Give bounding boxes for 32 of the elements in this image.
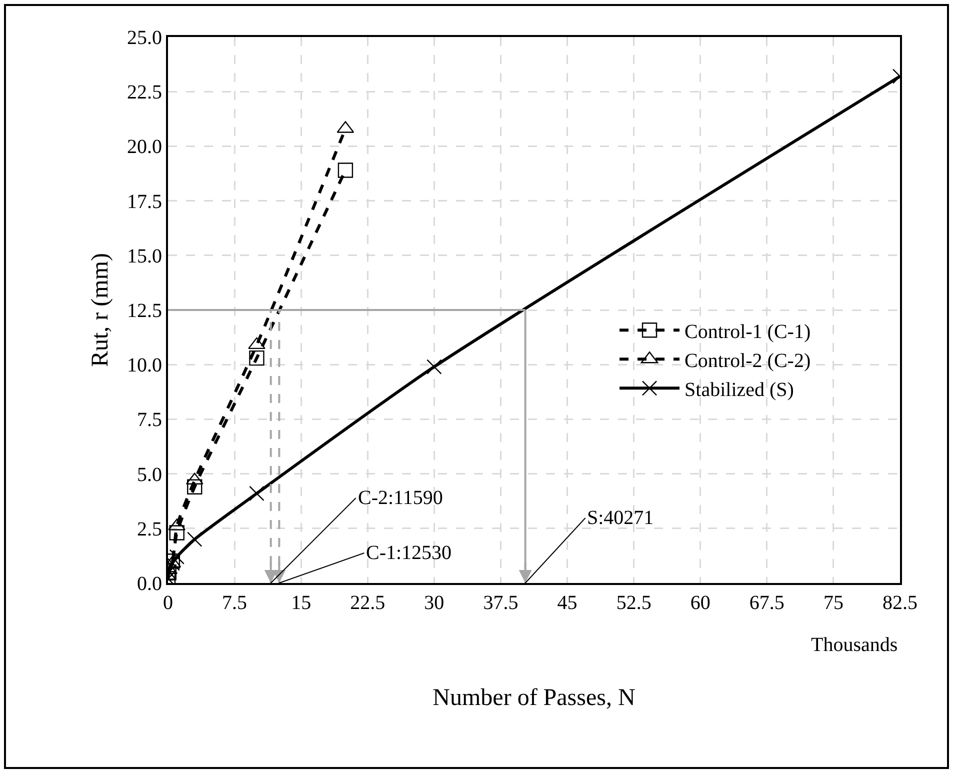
y-tick-label: 10.0 bbox=[127, 354, 162, 377]
x-tick-label: 75 bbox=[823, 592, 844, 614]
y-tick-label: 22.5 bbox=[127, 82, 162, 104]
annotation: C-1:12530 bbox=[366, 542, 452, 564]
x-tick-label: 7.5 bbox=[222, 592, 248, 614]
x-axis-title: Number of Passes, N bbox=[432, 684, 636, 711]
x-tick-label: 37.5 bbox=[483, 592, 518, 614]
annotation: C-2:11590 bbox=[358, 487, 443, 509]
y-tick-label: 2.5 bbox=[137, 518, 162, 540]
y-tick-label: 5.0 bbox=[137, 464, 162, 486]
text: Thousands bbox=[811, 634, 898, 656]
x-tick-label: 22.5 bbox=[350, 592, 386, 614]
x-tick-label: 0 bbox=[163, 592, 173, 614]
x-tick-label: 60 bbox=[690, 592, 710, 614]
y-tick-label: 15.0 bbox=[127, 245, 162, 268]
y-axis-title: Rut, r (mm) bbox=[88, 253, 114, 367]
x-tick-label: 45 bbox=[557, 592, 578, 614]
y-tick-label: 7.5 bbox=[137, 409, 162, 432]
legend-label: Control-2 (C-2) bbox=[684, 350, 811, 372]
legend-label: Control-1 (C-1) bbox=[684, 320, 811, 343]
x-tick-label: 67.5 bbox=[749, 592, 784, 614]
y-tick-label: 25.0 bbox=[127, 27, 162, 49]
x-tick-label: 52.5 bbox=[616, 592, 652, 614]
annotation: S:40271 bbox=[587, 507, 654, 529]
x-tick-label: 30 bbox=[424, 592, 444, 614]
x-tick-label: 82.5 bbox=[882, 592, 918, 614]
y-tick-label: 12.5 bbox=[127, 300, 162, 322]
legend-label: Stabilized (S) bbox=[684, 378, 794, 401]
y-tick-label: 0.0 bbox=[137, 573, 162, 595]
y-tick-label: 17.5 bbox=[127, 190, 162, 213]
y-tick-label: 20.0 bbox=[127, 136, 162, 158]
x-tick-label: 15 bbox=[291, 592, 312, 614]
